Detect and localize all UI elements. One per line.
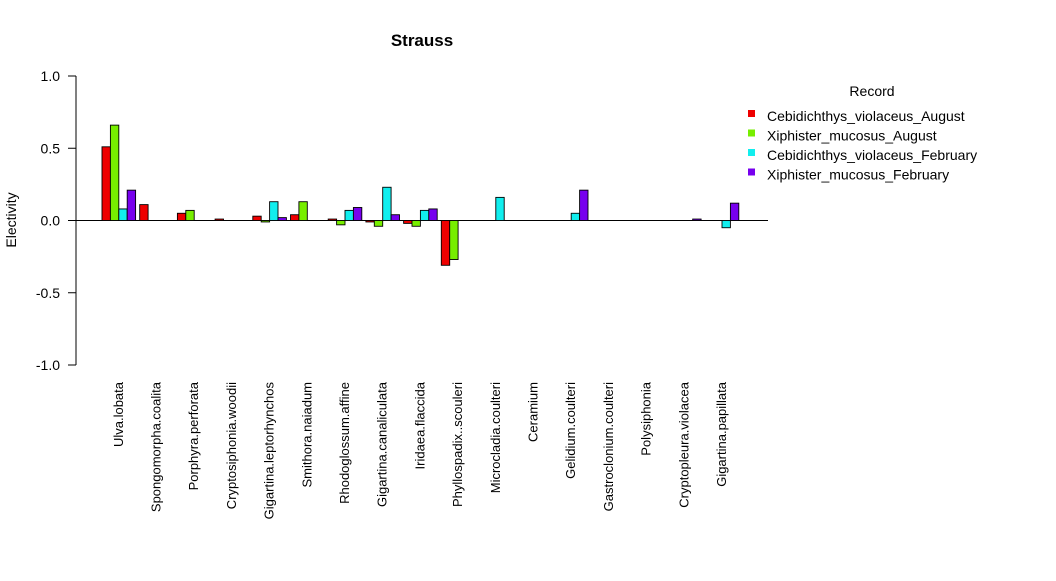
bar (176, 212, 187, 221)
bar (185, 209, 195, 221)
legend-swatch (748, 129, 755, 137)
bar (118, 208, 128, 221)
bar (729, 202, 740, 221)
bar (260, 220, 271, 223)
chart-title: Strauss (391, 31, 453, 50)
bar (579, 189, 589, 221)
legend-title: Record (849, 83, 894, 99)
bar (495, 196, 505, 221)
x-tick-label: Smithora.naiadum (299, 382, 314, 488)
bar (109, 124, 120, 221)
bar (365, 220, 375, 223)
bar (692, 218, 702, 221)
x-tick-label: Porphyra.perforata (186, 381, 201, 490)
y-tick-label: 0.5 (41, 140, 61, 156)
x-tick-label: Ceramium (526, 382, 541, 442)
bar (390, 214, 400, 221)
x-tick-label: Gigartina.canaliculata (375, 381, 390, 507)
x-tick-label: Iridaea.flaccida (412, 381, 427, 469)
x-tick-label: Ulva.lobata (111, 381, 126, 447)
x-tick-label: Gigartina.papillata (714, 381, 729, 487)
bar (428, 208, 438, 221)
y-tick-label: 0.0 (41, 213, 61, 229)
bar (373, 220, 384, 227)
bar (449, 220, 459, 260)
x-tick-label: Gigartina.leptorhynchos (262, 382, 277, 520)
bar (419, 209, 430, 221)
bar (440, 220, 451, 266)
legend-entry: Cebidichthys_violaceus_August (767, 108, 965, 124)
legend-entry: Xiphister_mucosus_February (767, 167, 949, 183)
x-tick-label: Gelidium.coulteri (563, 382, 578, 479)
legend-swatch (748, 168, 755, 176)
y-axis: 1.0 0.5 0.0 -0.5 -1.0 (36, 68, 77, 373)
bar (336, 220, 346, 226)
bar (411, 220, 421, 227)
legend: Record Cebidichthys_violaceus_August Xiph… (748, 83, 977, 183)
x-tick-label: Gastroclonium.coulteri (601, 382, 616, 511)
legend-swatch (748, 110, 755, 117)
bars (101, 124, 740, 266)
bar (126, 189, 137, 221)
x-tick-label: Rhodoglossum.affine (337, 382, 352, 504)
x-tick-label: Phyllospadix..scouleri (450, 382, 465, 507)
legend-entry: Xiphister_mucosus_August (767, 128, 937, 144)
x-tick-label: Microcladia.coulteri (488, 382, 503, 493)
y-axis-label: Electivity (3, 192, 19, 247)
bar (277, 217, 287, 221)
bar (101, 146, 111, 221)
bar (570, 212, 581, 221)
bar (344, 209, 354, 221)
x-tick-label: Cryptopleura.violacea (676, 381, 691, 508)
bar (382, 186, 392, 221)
bar (327, 218, 338, 221)
x-tick-label: Cryptosiphonia.woodii (224, 382, 239, 509)
y-tick-label: 1.0 (41, 68, 61, 84)
bar (139, 204, 149, 221)
legend-entry: Cebidichthys_violaceus_February (767, 147, 977, 163)
x-tick-label: Spongomorpha.coalita (149, 381, 164, 512)
legend-swatch (748, 149, 755, 156)
bar (269, 201, 279, 221)
y-tick-label: -0.5 (36, 285, 60, 301)
bar (290, 214, 300, 221)
bar (252, 215, 262, 221)
bar (721, 220, 731, 229)
bar (352, 207, 363, 221)
x-tick-labels: Ulva.lobata Spongomorpha.coalita Porphyra.… (111, 381, 729, 519)
bar (214, 218, 224, 221)
bar (298, 201, 308, 221)
y-tick-label: -1.0 (36, 357, 60, 373)
x-tick-label: Polysiphonia (639, 381, 654, 455)
bar (403, 220, 413, 224)
